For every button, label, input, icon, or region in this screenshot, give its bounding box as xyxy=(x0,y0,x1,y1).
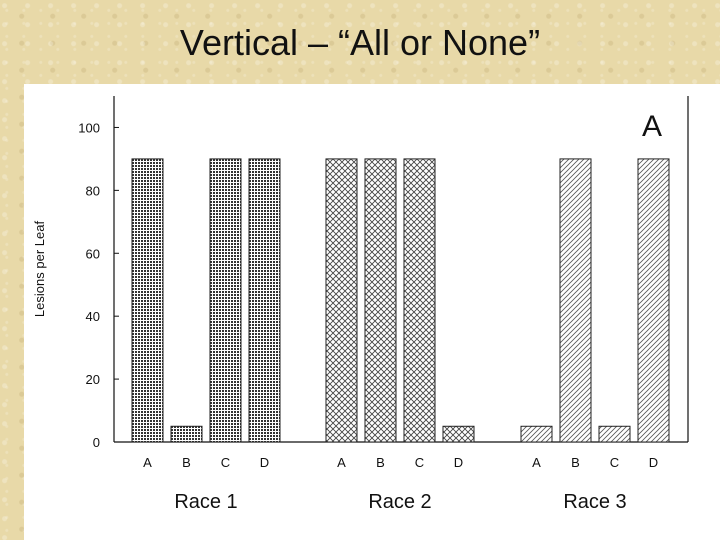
bar-race-2-c xyxy=(403,158,436,443)
x-tick-label: C xyxy=(610,455,619,470)
group-label: Race 1 xyxy=(174,491,237,513)
bar-race-2-b xyxy=(364,158,397,443)
bar-race-1-b xyxy=(170,425,203,443)
y-tick-label: 60 xyxy=(86,246,100,261)
x-tick-label: A xyxy=(337,455,346,470)
group-label: Race 2 xyxy=(368,491,431,513)
bar-chart: 0 20 40 60 80 100 Lesions per Leaf A A B C D Race 1 A… xyxy=(32,96,689,513)
x-tick-label: B xyxy=(571,455,580,470)
bar-race-3-b xyxy=(559,158,592,443)
chart-panel: 0 20 40 60 80 100 Lesions per Leaf A A B C D Race 1 A… xyxy=(24,84,720,540)
x-tick-label: B xyxy=(376,455,385,470)
bar-race-3-c xyxy=(598,425,631,443)
bar-race-1-a xyxy=(131,158,164,443)
bar-race-3-a xyxy=(520,425,553,443)
bar-race-1-c xyxy=(209,158,242,443)
x-tick-label: D xyxy=(649,455,658,470)
y-tick-label: 80 xyxy=(86,183,100,198)
x-tick-label: C xyxy=(221,455,230,470)
x-tick-label: A xyxy=(532,455,541,470)
slide-title: Vertical – “All or None” xyxy=(179,22,541,63)
y-tick-label: 0 xyxy=(93,435,100,450)
x-tick-label: D xyxy=(454,455,463,470)
x-tick-label: A xyxy=(143,455,152,470)
y-tick-label: 100 xyxy=(78,120,100,135)
bar-race-2-d xyxy=(442,425,475,443)
panel-label: A xyxy=(642,110,662,143)
x-tick-label: B xyxy=(182,455,191,470)
bar-race-2-a xyxy=(325,158,358,443)
x-tick-label: C xyxy=(415,455,424,470)
group-label: Race 3 xyxy=(563,491,626,513)
bar-race-1-d xyxy=(248,158,281,443)
y-tick-label: 20 xyxy=(86,372,100,387)
bar-race-3-d xyxy=(637,158,670,443)
y-tick-label: 40 xyxy=(86,309,100,324)
x-tick-label: D xyxy=(260,455,269,470)
y-axis-label: Lesions per Leaf xyxy=(32,221,47,318)
